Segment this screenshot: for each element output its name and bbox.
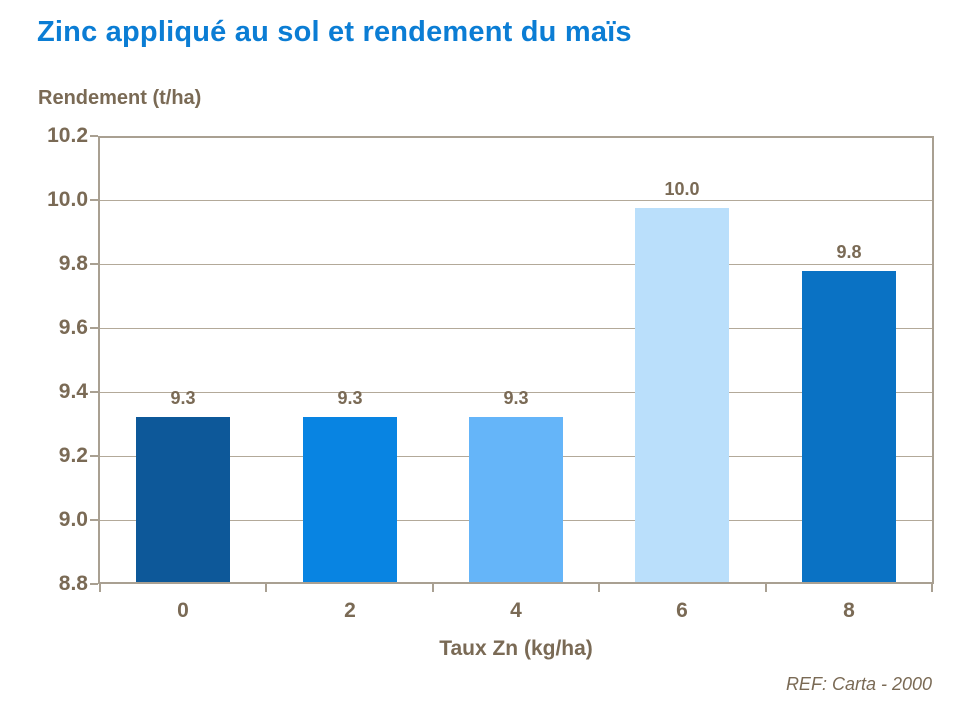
- y-tick-mark: [90, 263, 98, 265]
- bar-value-label: 10.0: [664, 179, 700, 199]
- y-tick-label: 10.0: [47, 188, 88, 211]
- y-tick-mark: [90, 455, 98, 457]
- y-tick-label: 9.6: [58, 316, 88, 339]
- x-tick-mark: [598, 584, 600, 592]
- bar-0: [136, 417, 230, 582]
- gridline: [100, 264, 932, 265]
- bar-8: [802, 271, 896, 582]
- x-tick-mark: [99, 584, 101, 592]
- y-tick-mark: [90, 135, 98, 137]
- source-reference: REF: Carta - 2000: [785, 674, 932, 694]
- x-tick-label: 2: [344, 599, 356, 622]
- y-tick-label: 9.4: [58, 380, 88, 403]
- x-tick-mark: [765, 584, 767, 592]
- y-tick-mark: [90, 327, 98, 329]
- y-tick-label: 9.8: [58, 252, 88, 275]
- y-tick-mark: [90, 519, 98, 521]
- x-axis-title: Taux Zn (kg/ha): [439, 637, 593, 660]
- y-tick-label: 9.0: [58, 508, 88, 531]
- x-tick-mark: [931, 584, 933, 592]
- x-tick-label: 8: [843, 599, 855, 622]
- plot-area: [98, 136, 934, 584]
- x-tick-mark: [265, 584, 267, 592]
- chart-title: Zinc appliqué au sol et rendement du maï…: [37, 16, 632, 48]
- bar-6: [635, 208, 729, 582]
- gridline: [100, 200, 932, 201]
- x-tick-label: 6: [676, 599, 688, 622]
- bar-4: [469, 417, 563, 582]
- y-tick-mark: [90, 199, 98, 201]
- y-tick-mark: [90, 391, 98, 393]
- y-axis-title: Rendement (t/ha): [38, 87, 202, 109]
- x-tick-mark: [432, 584, 434, 592]
- y-tick-label: 9.2: [58, 444, 88, 467]
- x-tick-label: 0: [177, 599, 189, 622]
- y-tick-mark: [90, 583, 98, 585]
- x-tick-label: 4: [510, 599, 522, 622]
- y-tick-label: 8.8: [58, 572, 88, 595]
- bar-value-label: 9.3: [337, 388, 363, 408]
- bar-value-label: 9.3: [503, 388, 529, 408]
- y-tick-label: 10.2: [47, 124, 88, 147]
- bar-value-label: 9.3: [170, 388, 196, 408]
- bar-value-label: 9.8: [836, 242, 862, 262]
- gridline: [100, 392, 932, 393]
- bar-2: [303, 417, 397, 582]
- gridline: [100, 328, 932, 329]
